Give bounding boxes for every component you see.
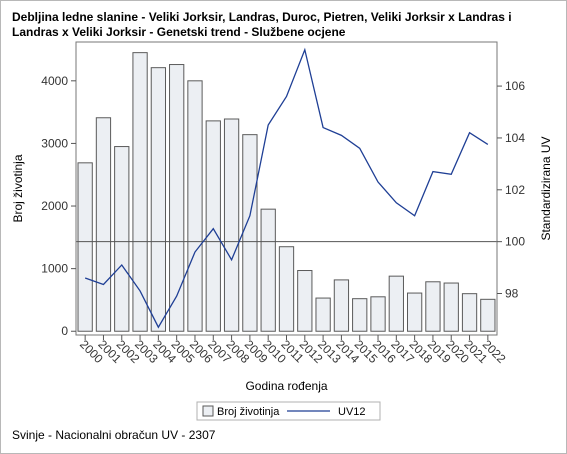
x-axis-label: Godina rođenja [245,379,327,393]
x-axis: 2000200120022003200420052006200720082009… [77,335,509,366]
bar [77,162,93,332]
y-tick-label: 4000 [41,74,68,88]
y2-tick-label: 100 [505,235,525,249]
bar [480,298,496,332]
legend-label-line: UV12 [338,406,366,418]
legend: Broj životinja UV12 [196,401,381,421]
y-axis-right: 98 100 102 104 106 [497,79,525,301]
y-tick-label: 0 [61,324,68,338]
bar [370,296,386,332]
bar [150,67,167,332]
y-axis-left: 0 1000 2000 3000 4000 [41,74,76,338]
bar [114,146,130,332]
y-tick-label: 2000 [41,199,68,213]
bar [223,118,240,332]
y2-tick-label: 104 [505,131,525,145]
bar [333,279,350,332]
bar [461,293,478,332]
chart-footnote: Svinje - Nacionalni obračun UV - 2307 [12,428,216,442]
y2-tick-label: 102 [505,183,525,197]
chart-title: Debljina ledne slanine - Veliki Jorksir,… [12,10,512,39]
bars-group [77,52,496,332]
bar [443,282,459,332]
bar [352,298,368,332]
bar [205,120,221,332]
bar [260,208,276,332]
uv12-line [84,47,489,329]
y2-tick-label: 98 [505,287,519,301]
y-axis-label: Broj životinja [11,154,25,222]
bar [132,52,148,332]
bar [425,281,441,332]
bar [242,134,258,332]
bar [388,275,404,332]
y-tick-label: 1000 [41,262,68,276]
bar [406,292,423,332]
y2-axis-label: Standardizirana UV [539,136,553,240]
legend-label-bars: Broj životinja [217,406,280,418]
bar [95,117,112,332]
legend-swatch-bars [202,405,214,417]
y-tick-label: 3000 [41,136,68,150]
bar [297,270,313,332]
bar [169,64,185,332]
bar [278,246,295,332]
bar [315,297,331,332]
y2-tick-label: 106 [505,79,525,93]
bar [187,80,203,332]
